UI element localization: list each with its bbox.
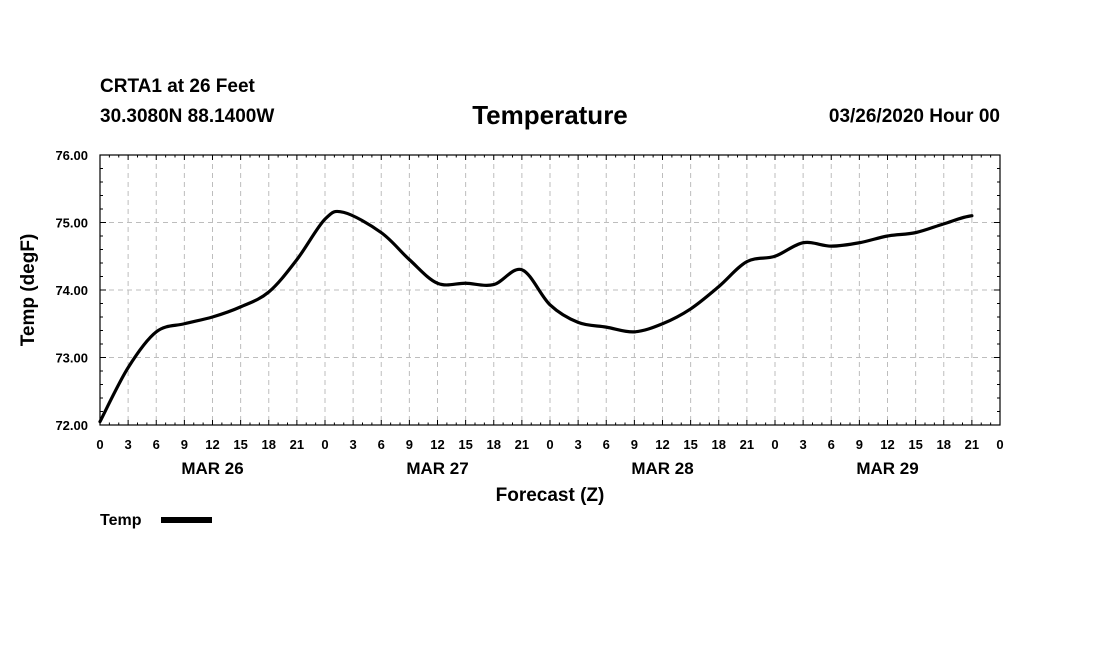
x-tick-label: 21 xyxy=(965,437,979,452)
x-tick-label: 15 xyxy=(458,437,472,452)
x-tick-label: 0 xyxy=(96,437,103,452)
day-label: MAR 29 xyxy=(856,459,918,478)
x-tick-label: 3 xyxy=(575,437,582,452)
x-tick-label: 6 xyxy=(603,437,610,452)
x-tick-label: 3 xyxy=(125,437,132,452)
x-tick-label: 15 xyxy=(683,437,697,452)
x-tick-label: 9 xyxy=(181,437,188,452)
forecast-datetime: 03/26/2020 Hour 00 xyxy=(828,106,1000,127)
x-tick-label: 15 xyxy=(233,437,247,452)
station-label: CRTA1 at 26 Feet xyxy=(100,76,255,97)
x-tick-label: 18 xyxy=(937,437,951,452)
y-tick-label: 76.00 xyxy=(55,148,88,163)
x-axis-title: Forecast (Z) xyxy=(496,485,605,506)
temp-series-line xyxy=(98,209,974,424)
x-tick-label: 3 xyxy=(350,437,357,452)
x-tick-label: 6 xyxy=(153,437,160,452)
day-label: MAR 28 xyxy=(631,459,693,478)
x-tick-label: 0 xyxy=(546,437,553,452)
x-tick-label: 0 xyxy=(996,437,1003,452)
x-tick-label: 6 xyxy=(378,437,385,452)
y-axis-title: Temp (degF) xyxy=(18,234,39,347)
y-tick-label: 75.00 xyxy=(55,216,88,231)
x-tick-label: 9 xyxy=(856,437,863,452)
coordinates-label: 30.3080N 88.1400W xyxy=(100,106,275,127)
x-tick-label: 12 xyxy=(880,437,894,452)
y-tick-label: 74.00 xyxy=(55,283,88,298)
x-tick-label: 15 xyxy=(908,437,922,452)
x-tick-label: 3 xyxy=(800,437,807,452)
y-tick-label: 73.00 xyxy=(55,351,88,366)
x-tick-label: 21 xyxy=(515,437,529,452)
x-tick-label: 9 xyxy=(631,437,638,452)
x-tick-label: 0 xyxy=(771,437,778,452)
x-tick-label: 18 xyxy=(487,437,501,452)
x-tick-label: 21 xyxy=(740,437,754,452)
x-tick-label: 12 xyxy=(430,437,444,452)
day-label: MAR 26 xyxy=(181,459,243,478)
x-tick-label: 6 xyxy=(828,437,835,452)
y-tick-label: 72.00 xyxy=(55,418,88,433)
x-tick-label: 9 xyxy=(406,437,413,452)
x-tick-label: 12 xyxy=(205,437,219,452)
legend-label: Temp xyxy=(100,512,142,529)
x-tick-label: 18 xyxy=(712,437,726,452)
chart-title: Temperature xyxy=(472,100,628,130)
day-label: MAR 27 xyxy=(406,459,468,478)
x-tick-label: 18 xyxy=(262,437,276,452)
x-tick-label: 0 xyxy=(321,437,328,452)
x-tick-label: 12 xyxy=(655,437,669,452)
x-tick-label: 21 xyxy=(290,437,304,452)
